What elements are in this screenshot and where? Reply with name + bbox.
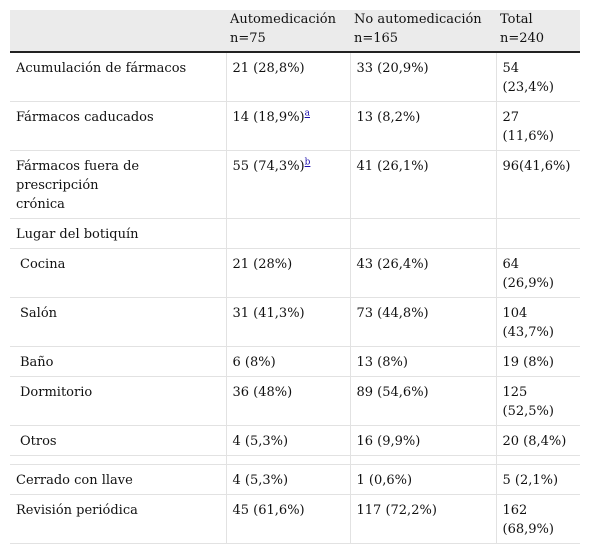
cell-total-percent: (23,4%) <box>502 80 554 95</box>
spacer-cell <box>10 455 227 465</box>
cell-total-count: 162 <box>502 503 528 518</box>
cell-automedicacion: 31 (41,3%) <box>226 297 351 347</box>
header-row: Automedicación n=75 No automedicación n=… <box>10 10 580 53</box>
cell-automedicacion: 6 (8%) <box>226 346 351 377</box>
row-label-text: Baño <box>20 355 54 370</box>
row-label: Revisión periódica <box>10 494 227 544</box>
cell-total <box>496 218 580 249</box>
cell-value: 55 (74,3%) <box>232 159 305 174</box>
cell-automedicacion: 36 (48%) <box>226 376 351 426</box>
row-label: Fármacos caducados <box>10 101 227 151</box>
table-row: Revisión periódica 45 (61,6%) 117 (72,2%… <box>10 494 580 544</box>
cell-automedicacion: 45 (61,6%) <box>226 494 351 544</box>
table-row: Cerrado con llave 4 (5,3%) 1 (0,6%) 5 (2… <box>10 464 580 495</box>
cell-total-count: 64 <box>502 257 520 272</box>
row-label: Lugar del botiquín <box>10 218 227 249</box>
cell-automedicacion: 14 (18,9%)a <box>226 101 351 151</box>
cell-total: 19 (8%) <box>496 346 580 377</box>
cell-total: 64 (26,9%) <box>496 248 580 298</box>
cell-total: 5 (2,1%) <box>496 464 580 495</box>
cell-total-percent: (52,5%) <box>502 404 554 419</box>
cell-total-percent: (43,7%) <box>502 325 554 340</box>
cell-total-percent: (11,6%) <box>502 129 554 144</box>
cell-total: 20 (8,4%) <box>496 425 580 456</box>
row-label: Cocina <box>10 248 227 298</box>
cell-total: 162 (68,9%) <box>496 494 580 544</box>
table-row: Otros 4 (5,3%) 16 (9,9%) 20 (8,4%) <box>10 425 580 456</box>
header-blank <box>10 10 226 53</box>
cell-no-automedicacion: 41 (26,1%) <box>350 150 497 219</box>
table-row: Salón 31 (41,3%) 73 (44,8%) 104 (43,7%) <box>10 297 580 347</box>
row-label-text: Cocina <box>20 257 66 272</box>
cell-total: 104 (43,7%) <box>496 297 580 347</box>
cell-no-automedicacion: 73 (44,8%) <box>350 297 497 347</box>
row-label: Dormitorio <box>10 376 227 426</box>
cell-total-percent: (68,9%) <box>502 522 554 537</box>
table-row: Dormitorio 36 (48%) 89 (54,6%) 125 (52,5… <box>10 376 580 426</box>
header-total: Total n=240 <box>496 10 580 53</box>
cell-total: 96(41,6%) <box>496 150 580 219</box>
row-label: Acumulación de fármacos <box>10 52 227 102</box>
row-label: Cerrado con llave <box>10 464 227 495</box>
header-no-automedicacion: No automedicación n=165 <box>350 10 496 53</box>
header-label: No automedicación <box>354 12 482 27</box>
cell-no-automedicacion: 1 (0,6%) <box>350 464 497 495</box>
data-table: Automedicación n=75 No automedicación n=… <box>10 10 580 544</box>
footnote-marker: b <box>305 158 311 168</box>
cell-no-automedicacion <box>350 218 497 249</box>
cell-total-count: 54 <box>502 61 520 76</box>
cell-no-automedicacion: 13 (8,2%) <box>350 101 497 151</box>
spacer-cell <box>496 455 580 465</box>
cell-no-automedicacion: 16 (9,9%) <box>350 425 497 456</box>
cell-total-count: 27 <box>502 110 520 125</box>
cell-total: 125 (52,5%) <box>496 376 580 426</box>
cell-no-automedicacion: 117 (72,2%) <box>350 494 497 544</box>
cell-no-automedicacion: 89 (54,6%) <box>350 376 497 426</box>
cell-automedicacion: 4 (5,3%) <box>226 425 351 456</box>
table-row: Lugar del botiquín <box>10 218 580 249</box>
row-label: Baño <box>10 346 227 377</box>
row-label: Otros <box>10 425 227 456</box>
header-n: n=165 <box>354 31 399 46</box>
table-row: Fármacos caducados 14 (18,9%)a 13 (8,2%)… <box>10 101 580 151</box>
row-label: Fármacos fuera de prescripción crónica <box>10 150 227 219</box>
cell-total: 27 (11,6%) <box>496 101 580 151</box>
header-automedicacion: Automedicación n=75 <box>226 10 350 53</box>
cell-no-automedicacion: 43 (26,4%) <box>350 248 497 298</box>
footnote-link-a[interactable]: a <box>304 108 310 119</box>
table-row: Acumulación de fármacos 21 (28,8%) 33 (2… <box>10 52 580 102</box>
cell-automedicacion: 21 (28,8%) <box>226 52 351 102</box>
header-label: Automedicación <box>230 12 336 27</box>
table-row: Fármacos fuera de prescripción crónica 5… <box>10 150 580 219</box>
table-row: Cocina 21 (28%) 43 (26,4%) 64 (26,9%) <box>10 248 580 298</box>
cell-automedicacion: 4 (5,3%) <box>226 464 351 495</box>
spacer-cell <box>226 455 351 465</box>
cell-no-automedicacion: 33 (20,9%) <box>350 52 497 102</box>
row-label-text: Otros <box>20 434 57 449</box>
spacer-row <box>10 455 580 465</box>
row-label-line: Fármacos fuera de prescripción <box>16 159 140 193</box>
cell-total: 54 (23,4%) <box>496 52 580 102</box>
row-label-line: crónica <box>16 197 65 212</box>
footnote-marker: a <box>305 109 310 119</box>
header-label: Total <box>500 12 533 27</box>
cell-automedicacion <box>226 218 351 249</box>
cell-total-percent: (26,9%) <box>502 276 554 291</box>
cell-total-count: 104 <box>502 306 528 321</box>
footnote-link-b[interactable]: b <box>304 157 311 168</box>
header-n: n=240 <box>500 31 545 46</box>
row-label: Salón <box>10 297 227 347</box>
cell-value: 14 (18,9%) <box>232 110 305 125</box>
spacer-cell <box>350 455 497 465</box>
cell-no-automedicacion: 13 (8%) <box>350 346 497 377</box>
cell-automedicacion: 55 (74,3%)b <box>226 150 351 219</box>
header-n: n=75 <box>230 31 266 46</box>
cell-automedicacion: 21 (28%) <box>226 248 351 298</box>
cell-total-count: 125 <box>502 385 528 400</box>
row-label-text: Dormitorio <box>20 385 93 400</box>
table-row: Baño 6 (8%) 13 (8%) 19 (8%) <box>10 346 580 377</box>
row-label-text: Salón <box>20 306 58 321</box>
